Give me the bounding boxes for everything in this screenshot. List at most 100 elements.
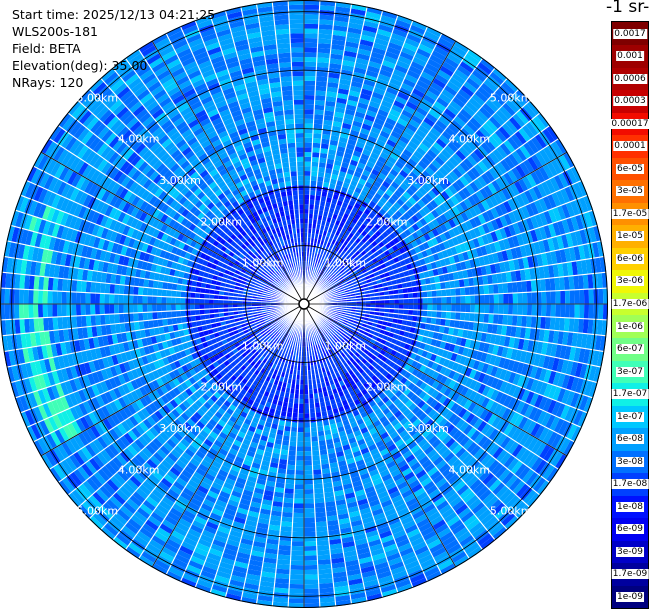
beta-cell — [327, 343, 333, 350]
beta-cell — [438, 417, 448, 428]
beta-cell — [396, 425, 406, 435]
beta-cell — [412, 333, 419, 341]
beta-cell — [313, 492, 325, 499]
beta-cell — [489, 522, 505, 537]
beta-cell — [389, 308, 395, 314]
beta-cell — [421, 349, 429, 359]
beta-cell — [445, 423, 456, 435]
beta-cell — [318, 327, 323, 333]
beta-cell — [476, 450, 489, 463]
beta-cell — [464, 366, 473, 378]
beta-cell — [85, 315, 92, 327]
beta-cell — [503, 454, 516, 469]
beta-cell — [435, 499, 450, 512]
beta-cell — [334, 315, 340, 320]
beta-cell — [322, 317, 328, 322]
beta-cell — [427, 368, 436, 378]
beta-cell — [453, 480, 467, 493]
beta-cell — [295, 465, 304, 471]
beta-cell — [323, 335, 328, 342]
beta-cell — [427, 330, 435, 339]
beta-cell — [536, 410, 548, 425]
beta-cell — [495, 485, 509, 499]
beta-cell — [430, 361, 439, 371]
beta-cell — [61, 291, 67, 304]
beta-cell — [430, 389, 440, 399]
beta-cell — [517, 338, 525, 351]
beta-cell — [204, 298, 210, 304]
beta-cell — [435, 477, 448, 489]
beta-cell — [409, 326, 416, 334]
beta-cell — [446, 334, 453, 344]
beta-cell — [479, 536, 496, 550]
beta-cell — [180, 297, 186, 304]
beta-cell — [304, 398, 310, 404]
beta-cell — [426, 448, 438, 460]
beta-cell — [304, 512, 316, 518]
beta-cell — [412, 465, 425, 476]
beta-cell — [311, 450, 320, 456]
beta-cell — [310, 436, 319, 442]
beta-cell — [393, 313, 399, 319]
beta-cell — [468, 368, 477, 380]
beta-cell — [441, 434, 453, 446]
beta-cell — [313, 483, 324, 489]
beta-cell — [456, 530, 472, 544]
beta-cell — [505, 409, 516, 423]
beta-cell — [361, 334, 368, 340]
beta-cell — [465, 518, 481, 531]
beta-cell — [588, 365, 597, 382]
beta-cell — [563, 317, 570, 332]
beta-cell — [100, 314, 106, 326]
beta-cell — [455, 311, 461, 321]
beta-cell — [530, 378, 539, 393]
beta-cell — [76, 304, 82, 316]
beta-cell — [287, 459, 296, 466]
beta-cell — [161, 296, 167, 304]
beta-cell — [313, 488, 324, 494]
beta-cell — [418, 390, 427, 400]
beta-cell — [66, 304, 72, 317]
beta-cell — [289, 574, 304, 580]
beta-cell — [314, 497, 325, 504]
beta-cell — [449, 319, 456, 328]
beta-cell — [508, 477, 522, 492]
beta-cell — [412, 447, 424, 458]
beta-cell — [327, 318, 333, 323]
beta-cell — [157, 280, 164, 290]
beta-cell — [85, 304, 91, 316]
beta-cell — [304, 531, 317, 537]
beta-cell — [435, 317, 441, 326]
beta-cell — [587, 318, 594, 335]
beta-cell — [412, 309, 418, 316]
beta-cell — [511, 427, 523, 442]
beta-cell — [432, 346, 440, 356]
beta-cell — [349, 342, 356, 349]
beta-cell — [501, 324, 508, 336]
beta-cell — [507, 304, 513, 315]
beta-cell — [507, 441, 520, 455]
beta-cell — [354, 327, 361, 333]
beta-cell — [573, 409, 584, 426]
beta-cell — [428, 488, 441, 500]
beta-cell — [166, 296, 172, 304]
beta-cell — [342, 336, 349, 343]
beta-cell — [427, 408, 437, 419]
beta-cell — [441, 466, 454, 478]
beta-cell — [561, 389, 571, 405]
beta-cell — [592, 350, 600, 367]
beta-cell — [440, 407, 451, 418]
beta-cell — [556, 387, 567, 403]
beta-cell — [450, 335, 458, 345]
beta-cell — [510, 325, 517, 338]
beta-cell — [310, 426, 318, 433]
beta-cell — [142, 304, 148, 313]
beta-cell — [414, 327, 421, 335]
beta-cell — [47, 304, 53, 318]
beta-cell — [156, 304, 162, 312]
beta-cell — [324, 328, 330, 334]
beta-cell — [552, 386, 562, 402]
beta-cell — [498, 468, 511, 482]
beta-cell — [582, 318, 589, 334]
beta-cell — [370, 307, 376, 312]
